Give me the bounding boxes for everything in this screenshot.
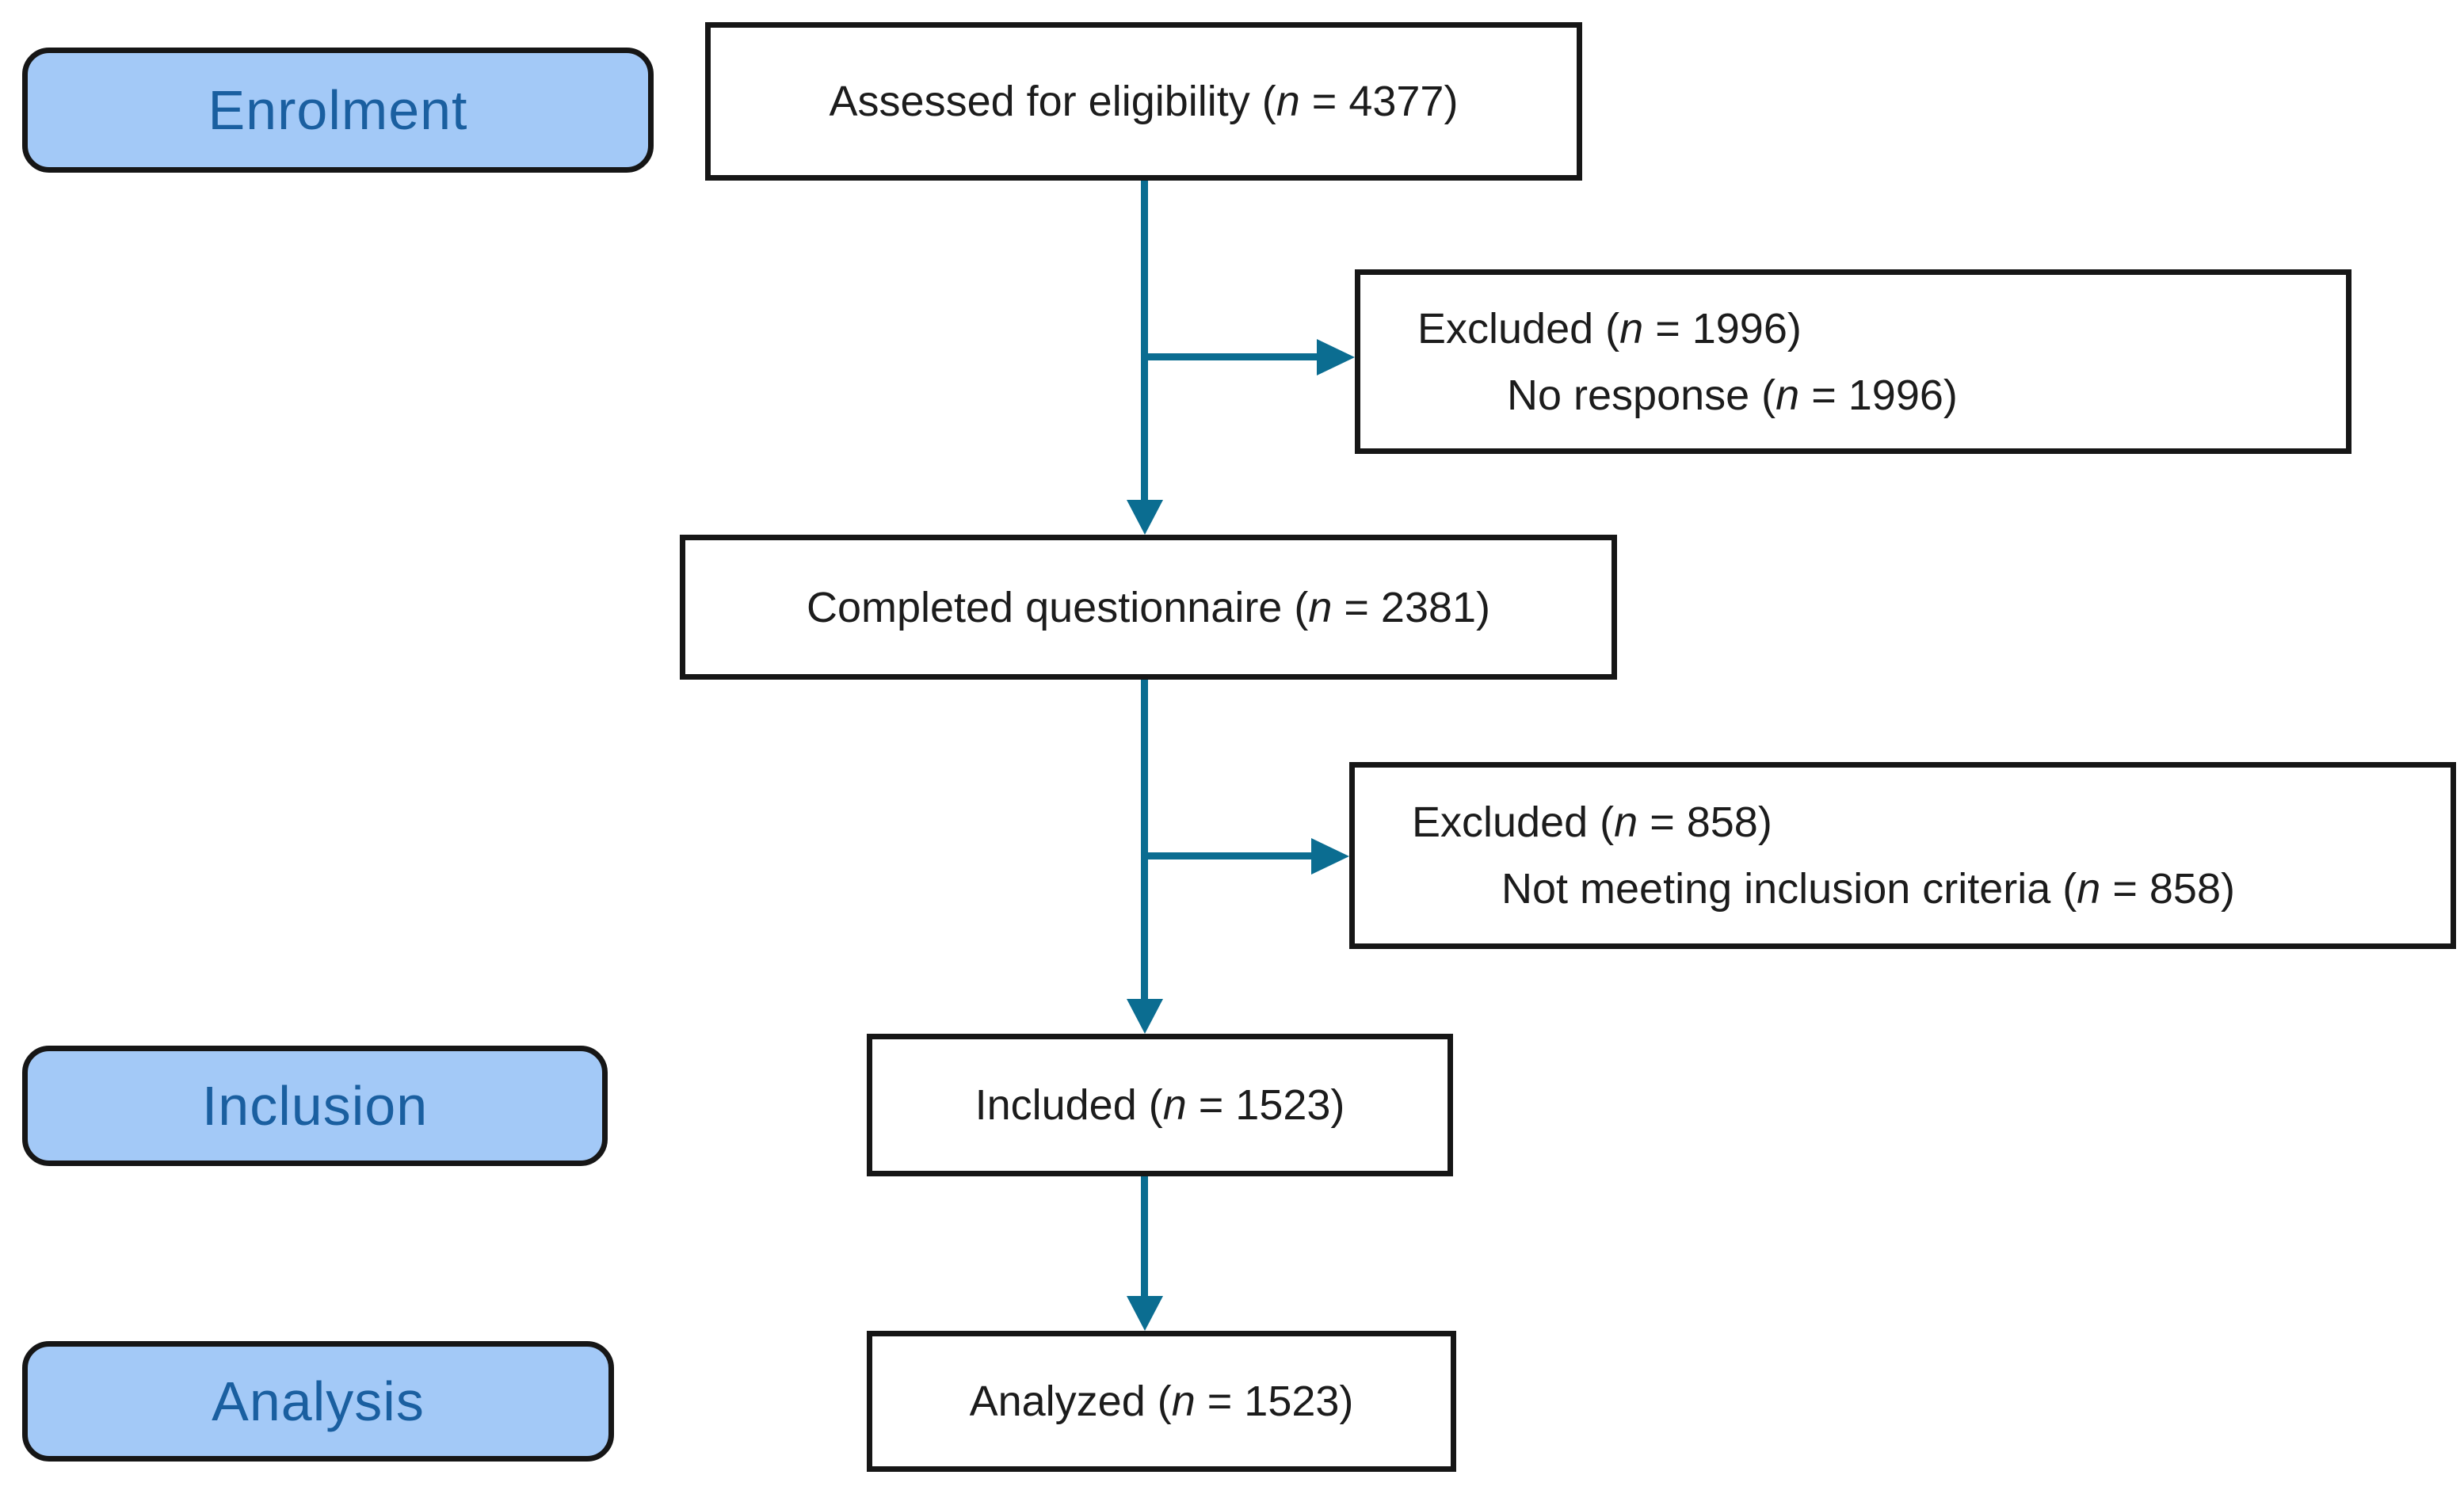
- stage-analysis: Analysis: [22, 1341, 614, 1462]
- box-analyzed: Analyzed (n = 1523): [867, 1331, 1456, 1472]
- arrow-branch-excluded2-line: [1141, 852, 1311, 859]
- stage-enrolment: Enrolment: [22, 48, 654, 173]
- box-completed-questionnaire: Completed questionnaire (n = 2381): [680, 535, 1617, 680]
- box-assessed-for-eligibility: Assessed for eligibility (n = 4377): [705, 22, 1582, 181]
- arrow-down-icon: [1127, 500, 1163, 535]
- assessed-text: Assessed for eligibility (n = 4377): [829, 78, 1459, 125]
- arrow-included-to-analyzed-line: [1141, 1176, 1148, 1298]
- arrow-branch-excluded1-line: [1141, 353, 1317, 360]
- stage-inclusion-label: Inclusion: [201, 1075, 429, 1137]
- box-excluded-no-response: Excluded (n = 1996) No response (n = 199…: [1355, 269, 2351, 454]
- arrow-down-icon: [1127, 999, 1163, 1034]
- arrow-right-icon: [1311, 838, 1349, 875]
- arrow-completed-to-included-line: [1141, 680, 1148, 1000]
- arrow-down-icon: [1127, 1296, 1163, 1331]
- stage-enrolment-label: Enrolment: [208, 79, 468, 141]
- box-included: Included (n = 1523): [867, 1034, 1453, 1176]
- excluded1-line2: No response (n = 1996): [1507, 371, 1958, 419]
- arrow-assessed-to-completed-line: [1141, 181, 1148, 503]
- box-excluded-not-meeting-criteria: Excluded (n = 858) Not meeting inclusion…: [1349, 762, 2456, 949]
- arrow-right-icon: [1317, 339, 1355, 375]
- stage-inclusion: Inclusion: [22, 1046, 608, 1166]
- included-text: Included (n = 1523): [975, 1081, 1345, 1129]
- analyzed-text: Analyzed (n = 1523): [969, 1378, 1354, 1425]
- excluded2-line2: Not meeting inclusion criteria (n = 858): [1501, 865, 2235, 913]
- excluded2-line1: Excluded (n = 858): [1412, 798, 1772, 846]
- stage-analysis-label: Analysis: [212, 1370, 425, 1432]
- completed-text: Completed questionnaire (n = 2381): [806, 583, 1491, 631]
- excluded1-line1: Excluded (n = 1996): [1417, 304, 1802, 353]
